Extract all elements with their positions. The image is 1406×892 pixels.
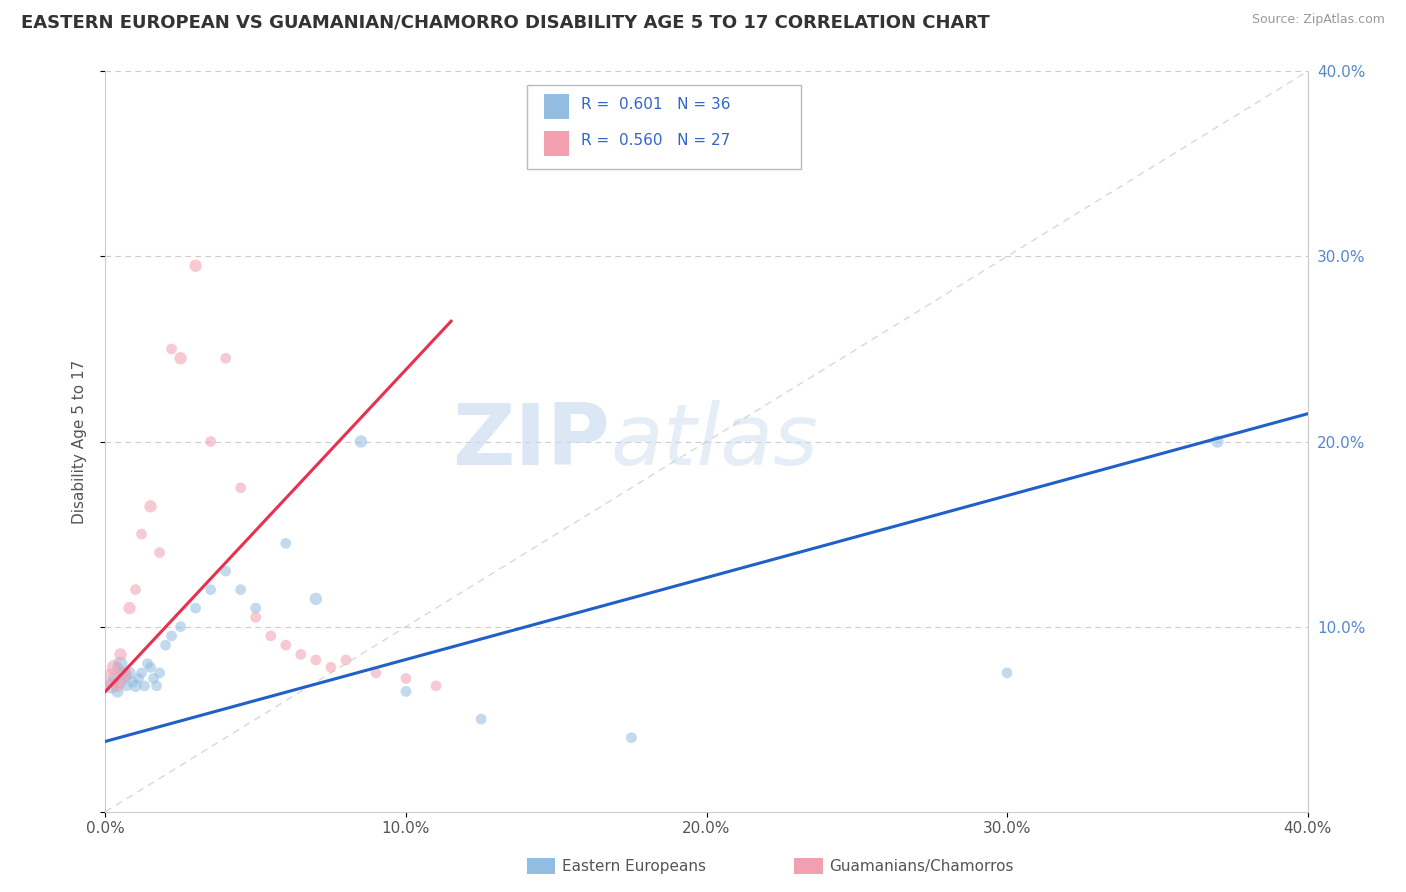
Point (131, 527, 153, 541)
Point (100, 672, 122, 686)
Point (274, 638, 297, 652)
Text: Eastern Europeans: Eastern Europeans (562, 859, 706, 873)
Point (112, 665, 135, 680)
Point (136, 657, 159, 671)
Point (425, 679, 447, 693)
Text: R =  0.560   N = 27: R = 0.560 N = 27 (581, 134, 730, 148)
Point (115, 665, 138, 680)
Point (124, 582, 146, 597)
Text: Source: ZipAtlas.com: Source: ZipAtlas.com (1251, 13, 1385, 27)
Point (245, 610, 267, 624)
Point (260, 629, 283, 643)
Point (103, 660, 125, 674)
Point (350, 434, 373, 449)
Point (110, 675, 132, 690)
Point (148, 665, 170, 680)
Point (319, 660, 342, 674)
Point (100, 679, 122, 693)
Point (139, 660, 162, 674)
Text: atlas: atlas (610, 400, 818, 483)
Text: Guamanians/Chamorros: Guamanians/Chamorros (830, 859, 1014, 873)
Point (124, 679, 146, 693)
Point (470, 712, 492, 726)
Point (229, 582, 252, 597)
Point (229, 481, 252, 495)
Point (1206, 434, 1229, 449)
Point (184, 601, 207, 615)
Point (245, 601, 267, 615)
Point (145, 679, 167, 693)
Point (118, 665, 141, 680)
Point (274, 536, 297, 550)
Point (395, 684, 418, 698)
Point (169, 619, 191, 633)
Point (995, 665, 1018, 680)
Point (290, 648, 312, 662)
Text: EASTERN EUROPEAN VS GUAMANIAN/CHAMORRO DISABILITY AGE 5 TO 17 CORRELATION CHART: EASTERN EUROPEAN VS GUAMANIAN/CHAMORRO D… (21, 13, 990, 31)
Point (115, 670, 138, 684)
Point (110, 657, 132, 671)
Point (184, 259, 207, 273)
Text: R =  0.601   N = 36: R = 0.601 N = 36 (581, 97, 730, 112)
Point (110, 648, 132, 662)
Point (214, 351, 236, 366)
Point (139, 500, 162, 514)
Point (107, 660, 129, 674)
Point (305, 653, 328, 667)
Y-axis label: Disability Age 5 to 17: Disability Age 5 to 17 (72, 359, 87, 524)
Point (155, 638, 177, 652)
Point (107, 684, 129, 698)
Point (115, 679, 138, 693)
Point (142, 672, 165, 686)
Point (128, 672, 150, 686)
Point (112, 672, 135, 686)
Point (305, 591, 328, 606)
Point (121, 675, 143, 690)
Point (148, 545, 170, 560)
Point (214, 564, 236, 578)
Point (364, 665, 387, 680)
Point (103, 672, 125, 686)
Point (200, 434, 222, 449)
Text: ZIP: ZIP (453, 400, 610, 483)
Point (118, 601, 141, 615)
Point (335, 653, 357, 667)
Point (200, 582, 222, 597)
Point (160, 629, 183, 643)
Point (169, 351, 191, 366)
Point (107, 679, 129, 693)
Point (131, 665, 153, 680)
Point (395, 672, 418, 686)
Point (134, 679, 156, 693)
Point (160, 342, 183, 356)
Point (620, 731, 643, 745)
